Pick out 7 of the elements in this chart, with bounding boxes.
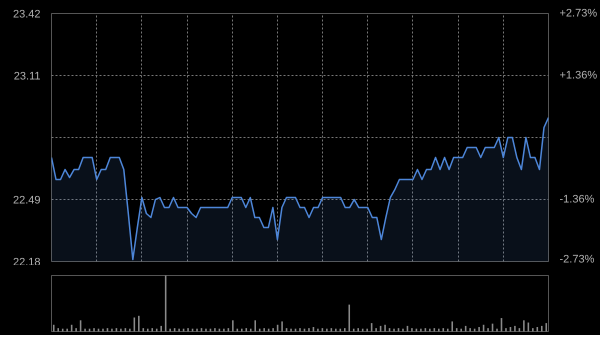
y2-tick-label: +1.36% xyxy=(560,70,598,82)
y-tick-label: 23.42 xyxy=(12,8,41,20)
y-tick-label: 23.11 xyxy=(14,70,41,82)
y2-tick-label: -1.36% xyxy=(560,193,595,206)
y2-tick-label: -2.73% xyxy=(560,254,595,266)
y-tick-label: 22.49 xyxy=(12,194,41,206)
y2-tick-label: +2.73% xyxy=(560,8,598,20)
